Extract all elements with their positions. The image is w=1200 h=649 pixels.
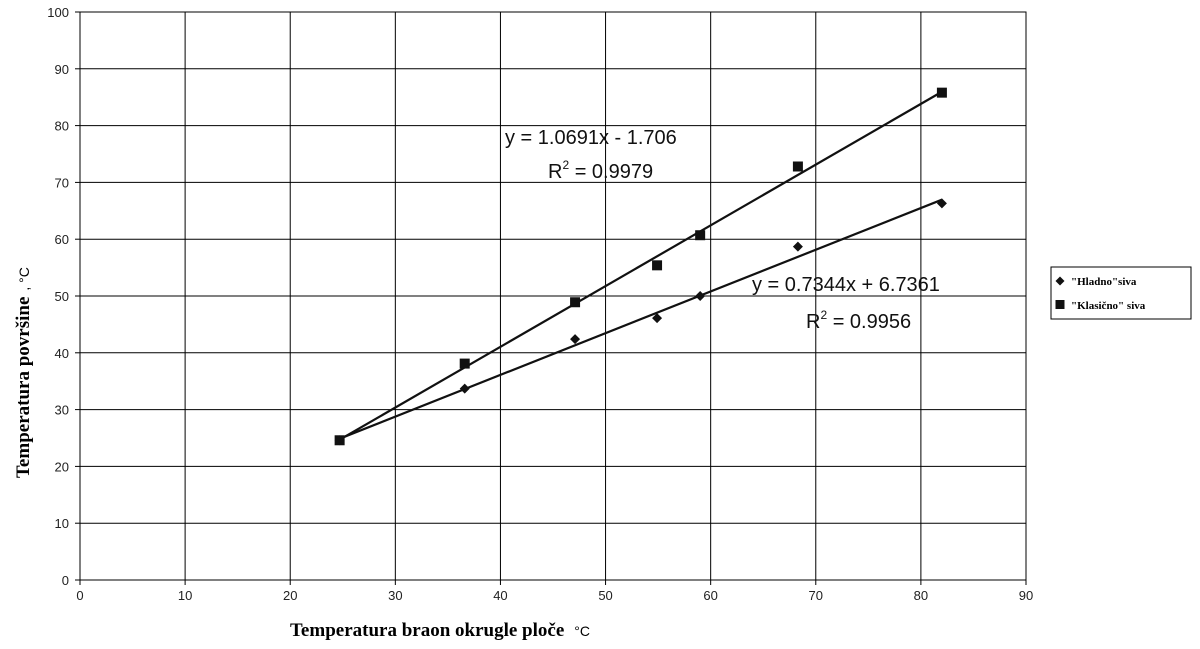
- data-point-hladno: [459, 383, 470, 394]
- x-tick-label: 70: [809, 588, 823, 603]
- trendline-r2-klasicno: R2 = 0.9979: [548, 158, 653, 183]
- y-tick-label: 60: [55, 232, 69, 247]
- trendline-equation-hladno: y = 0.7344x + 6.7361: [752, 274, 940, 296]
- x-tick-label: 10: [178, 588, 192, 603]
- trendlines: [339, 90, 943, 441]
- x-tick-label: 50: [598, 588, 612, 603]
- y-tick-label: 20: [55, 459, 69, 474]
- legend-marker-square: [1055, 300, 1065, 309]
- legend: "Hladno"siva "Klasično" siva: [1050, 266, 1192, 320]
- data-point-hladno: [695, 291, 706, 301]
- legend-label-hladno: "Hladno"siva: [1071, 276, 1137, 288]
- data-point-klasicno: [334, 435, 345, 446]
- x-tick-label: 40: [493, 588, 507, 603]
- y-tick-label: 10: [55, 516, 69, 531]
- x-tick-label: 80: [914, 588, 928, 603]
- legend-label-klasicno: "Klasično" siva: [1071, 300, 1146, 312]
- data-point-hladno: [936, 198, 947, 209]
- y-tick-label: 30: [55, 403, 69, 418]
- legend-box: [1050, 266, 1192, 320]
- y-tick-label: 80: [55, 119, 69, 134]
- x-tick-label: 60: [703, 588, 717, 603]
- y-tick-label: 90: [55, 62, 69, 77]
- data-point-klasicno: [936, 87, 947, 98]
- y-tick-label: 40: [55, 346, 69, 361]
- data-point-hladno: [792, 241, 803, 252]
- x-tick-labels: 0 10 20 30 40 50 60 70 80 90: [76, 588, 1033, 603]
- trendline-r2-hladno: R2 = 0.9956: [806, 308, 911, 333]
- x-tick-label: 20: [283, 588, 297, 603]
- data-point-klasicno: [792, 161, 803, 172]
- trendline-hladno: [339, 198, 943, 440]
- y-tick-label: 70: [55, 175, 69, 190]
- trendline-klasicno: [339, 90, 943, 441]
- data-point-klasicno: [459, 358, 470, 369]
- trendline-equation-klasicno: y = 1.0691x - 1.706: [505, 127, 677, 149]
- data-point-hladno: [652, 313, 663, 324]
- x-tick-label: 0: [76, 588, 83, 603]
- y-axis-title: Temperatura površine, °C: [13, 267, 34, 478]
- data-points: [334, 87, 947, 446]
- y-tick-labels: 0 10 20 30 40 50 60 70 80 90 100: [47, 5, 69, 588]
- x-tick-label: 30: [388, 588, 402, 603]
- y-tick-label: 0: [62, 573, 69, 588]
- y-tick-label: 100: [47, 5, 69, 20]
- x-axis-title: Temperatura braon okrugle ploče °C: [290, 620, 590, 641]
- data-point-hladno: [570, 334, 581, 345]
- data-point-klasicno: [695, 230, 706, 241]
- grid: [75, 11, 1027, 585]
- x-tick-label: 90: [1019, 588, 1033, 603]
- data-point-klasicno: [652, 260, 663, 271]
- legend-marker-diamond: [1055, 276, 1065, 286]
- y-tick-label: 50: [55, 289, 69, 304]
- data-point-klasicno: [570, 297, 581, 308]
